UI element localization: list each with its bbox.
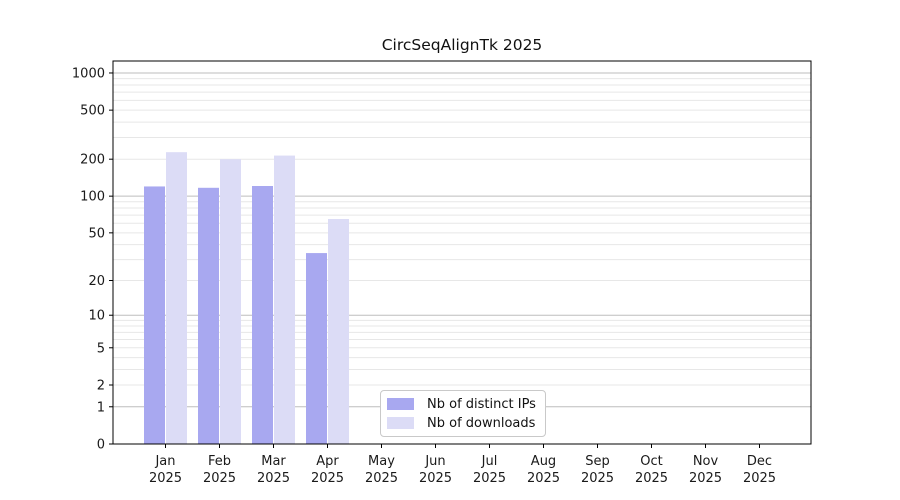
legend-label: Nb of downloads	[427, 415, 536, 431]
y-tick-label: 20	[88, 274, 105, 289]
bar-downloads-feb	[220, 159, 241, 444]
x-tick-sublabel: 2025	[473, 471, 506, 486]
y-tick-label: 2	[97, 379, 105, 394]
x-tick-sublabel: 2025	[257, 471, 290, 486]
x-tick-sublabel: 2025	[527, 471, 560, 486]
plot-frame	[112, 60, 812, 445]
bar-distinct-ips-jan	[144, 186, 165, 444]
bar-downloads-jan	[166, 152, 187, 444]
y-tick-label: 1	[97, 400, 105, 415]
legend-swatch-downloads	[387, 417, 414, 429]
x-tick-label: Sep	[585, 454, 610, 469]
legend-entry: Nb of downloads	[387, 416, 545, 431]
x-tick-label: Nov	[693, 454, 719, 469]
x-tick-label: May	[368, 454, 395, 469]
bar-distinct-ips-mar	[252, 186, 273, 444]
y-tick-label: 1000	[72, 66, 105, 81]
y-tick-label: 500	[80, 104, 105, 119]
x-tick-label: Jul	[481, 454, 498, 469]
x-tick-label: Dec	[747, 454, 772, 469]
x-tick-sublabel: 2025	[203, 471, 236, 486]
x-tick-sublabel: 2025	[311, 471, 344, 486]
y-tick-label: 100	[80, 190, 105, 205]
chart-title: CircSeqAlignTk 2025	[381, 36, 543, 54]
legend-swatch-distinct-ips	[387, 398, 414, 410]
y-tick-label: 0	[97, 438, 105, 453]
x-tick-sublabel: 2025	[689, 471, 722, 486]
x-tick-label: Feb	[208, 454, 231, 469]
legend: Nb of distinct IPs Nb of downloads	[380, 390, 546, 437]
x-tick-sublabel: 2025	[581, 471, 614, 486]
x-tick-sublabel: 2025	[635, 471, 668, 486]
x-tick-label: Apr	[316, 454, 339, 469]
y-tick-label: 10	[88, 309, 105, 324]
y-tick-label: 5	[97, 341, 105, 356]
bar-distinct-ips-apr	[306, 253, 327, 444]
bar-downloads-apr	[328, 218, 349, 444]
x-tick-sublabel: 2025	[149, 471, 182, 486]
legend-label: Nb of distinct IPs	[427, 396, 536, 412]
x-tick-label: Jan	[154, 454, 175, 469]
x-tick-label: Aug	[531, 454, 556, 469]
x-tick-sublabel: 2025	[365, 471, 398, 486]
x-tick-label: Mar	[261, 454, 286, 469]
x-tick-label: Jun	[424, 454, 445, 469]
y-tick-label: 200	[80, 153, 105, 168]
x-tick-sublabel: 2025	[743, 471, 776, 486]
x-tick-label: Oct	[640, 454, 662, 469]
bar-downloads-mar	[274, 155, 295, 444]
bar-distinct-ips-feb	[198, 187, 219, 444]
legend-entry: Nb of distinct IPs	[387, 397, 545, 412]
y-tick-label: 50	[88, 226, 105, 241]
x-tick-sublabel: 2025	[419, 471, 452, 486]
